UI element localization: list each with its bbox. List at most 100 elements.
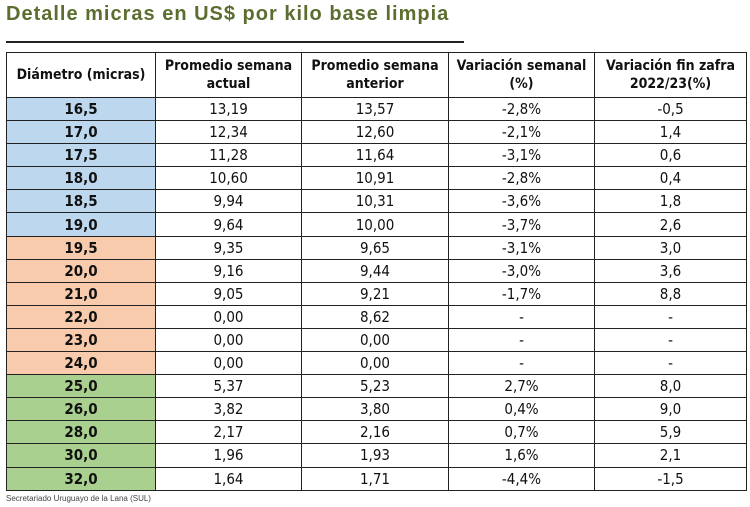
table-row: 22,0 0,00 8,62- - (6, 304, 747, 329)
table-row: 24,0 0,00 0,00- - (6, 351, 747, 376)
cell-season-variation: - (594, 327, 747, 353)
prices-table: Diámetro (micras) Promedio semana actual… (6, 52, 747, 491)
cell-season-variation: 0,6 (594, 143, 747, 168)
table-row: 32,0 1,64 1,71 -4,4% -1,5 (6, 466, 747, 491)
cell-diameter: 20,0 (6, 258, 156, 283)
cell-current-week: 12,34 (155, 120, 302, 145)
header-weekly-variation: Variación semanal (%) (448, 52, 595, 98)
cell-current-week: 1,64 (155, 466, 302, 491)
cell-diameter: 19,5 (6, 235, 156, 260)
cell-previous-week: 10,31 (301, 189, 449, 214)
cell-current-week: 13,19 (155, 96, 302, 122)
table-row: 20,0 9,16 9,44 -3,0% 3,6 (6, 258, 747, 283)
cell-season-variation: 3,6 (594, 258, 747, 283)
cell-season-variation: - (594, 351, 747, 376)
cell-season-variation: 5,9 (594, 420, 747, 445)
header-current-week: Promedio semana actual (155, 52, 302, 98)
cell-season-variation: 1,4 (594, 120, 747, 145)
cell-weekly-variation: -3,7% (448, 212, 595, 237)
cell-current-week: 9,16 (155, 258, 302, 283)
table-row: 21,0 9,05 9,21 -1,7% 8,8 (6, 281, 747, 306)
cell-previous-week: 0,00 (301, 327, 449, 353)
cell-diameter: 16,5 (6, 96, 156, 122)
table-row: 18,5 9,94 10,31 -3,6% 1,8 (6, 189, 747, 214)
cell-current-week: 10,60 (155, 166, 302, 191)
cell-previous-week: 8,62 (301, 304, 449, 329)
cell-weekly-variation: -3,0% (448, 258, 595, 283)
cell-season-variation: 2,1 (594, 443, 747, 468)
cell-current-week: 9,35 (155, 235, 302, 260)
cell-previous-week: 13,57 (301, 96, 449, 122)
cell-season-variation: 0,4 (594, 166, 747, 191)
cell-season-variation: -0,5 (594, 96, 747, 122)
cell-weekly-variation: -1,7% (448, 281, 595, 306)
cell-previous-week: 3,80 (301, 397, 449, 422)
cell-diameter: 26,0 (6, 397, 156, 422)
cell-current-week: 9,94 (155, 189, 302, 214)
cell-previous-week: 5,23 (301, 374, 449, 399)
cell-previous-week: 11,64 (301, 143, 449, 168)
table-row: 18,0 10,60 10,91 -2,8% 0,4 (6, 166, 747, 191)
cell-weekly-variation: 1,6% (448, 443, 595, 468)
header-season-variation: Variación fin zafra 2022/23(%) (594, 52, 747, 98)
cell-diameter: 21,0 (6, 281, 156, 306)
cell-previous-week: 9,21 (301, 281, 449, 306)
cell-season-variation: 2,6 (594, 212, 747, 237)
cell-diameter: 17,0 (6, 120, 156, 145)
table-row: 30,0 1,96 1,93 1,6% 2,1 (6, 443, 747, 468)
cell-previous-week: 10,91 (301, 166, 449, 191)
cell-season-variation: -1,5 (594, 466, 747, 491)
cell-previous-week: 0,00 (301, 351, 449, 376)
cell-season-variation: 1,8 (594, 189, 747, 214)
cell-diameter: 24,0 (6, 351, 156, 376)
table-row: 17,5 11,28 11,64 -3,1% 0,6 (6, 143, 747, 168)
cell-weekly-variation: 2,7% (448, 374, 595, 399)
table-row: 28,0 2,17 2,16 0,7% 5,9 (6, 420, 747, 445)
cell-diameter: 22,0 (6, 304, 156, 329)
cell-diameter: 23,0 (6, 327, 156, 353)
cell-current-week: 11,28 (155, 143, 302, 168)
header-row: Diámetro (micras) Promedio semana actual… (6, 52, 747, 98)
cell-current-week: 3,82 (155, 397, 302, 422)
cell-current-week: 0,00 (155, 327, 302, 353)
cell-weekly-variation: -3,1% (448, 235, 595, 260)
cell-diameter: 25,0 (6, 374, 156, 399)
cell-season-variation: 9,0 (594, 397, 747, 422)
cell-weekly-variation: -2,8% (448, 166, 595, 191)
cell-previous-week: 2,16 (301, 420, 449, 445)
table-row: 17,0 12,34 12,60 -2,1% 1,4 (6, 120, 747, 145)
title-underline (6, 41, 464, 43)
cell-previous-week: 12,60 (301, 120, 449, 145)
cell-weekly-variation: - (448, 304, 595, 329)
table-row: 19,5 9,35 9,65 -3,1% 3,0 (6, 235, 747, 260)
cell-current-week: 9,64 (155, 212, 302, 237)
cell-diameter: 18,5 (6, 189, 156, 214)
cell-current-week: 0,00 (155, 304, 302, 329)
cell-diameter: 17,5 (6, 143, 156, 168)
cell-diameter: 32,0 (6, 466, 156, 491)
cell-weekly-variation: -3,1% (448, 143, 595, 168)
cell-current-week: 2,17 (155, 420, 302, 445)
header-diameter: Diámetro (micras) (6, 52, 156, 98)
cell-weekly-variation: - (448, 351, 595, 376)
cell-season-variation: 8,0 (594, 374, 747, 399)
source-note: Secretariado Uruguayo de la Lana (SUL) (6, 494, 151, 503)
cell-weekly-variation: 0,7% (448, 420, 595, 445)
table-row: 23,0 0,00 0,00- - (6, 327, 747, 353)
cell-season-variation: 8,8 (594, 281, 747, 306)
table-row: 16,5 13,19 13,57 -2,8% -0,5 (6, 96, 747, 122)
cell-diameter: 28,0 (6, 420, 156, 445)
cell-current-week: 0,00 (155, 351, 302, 376)
cell-diameter: 30,0 (6, 443, 156, 468)
table-row: 26,0 3,82 3,80 0,4% 9,0 (6, 397, 747, 422)
cell-weekly-variation: -4,4% (448, 466, 595, 491)
header-previous-week: Promedio semana anterior (301, 52, 449, 98)
cell-diameter: 19,0 (6, 212, 156, 237)
cell-previous-week: 10,00 (301, 212, 449, 237)
page-title: Detalle micras en US$ por kilo base limp… (6, 3, 450, 25)
cell-season-variation: - (594, 304, 747, 329)
cell-season-variation: 3,0 (594, 235, 747, 260)
cell-previous-week: 1,71 (301, 466, 449, 491)
cell-weekly-variation: -3,6% (448, 189, 595, 214)
cell-previous-week: 9,44 (301, 258, 449, 283)
